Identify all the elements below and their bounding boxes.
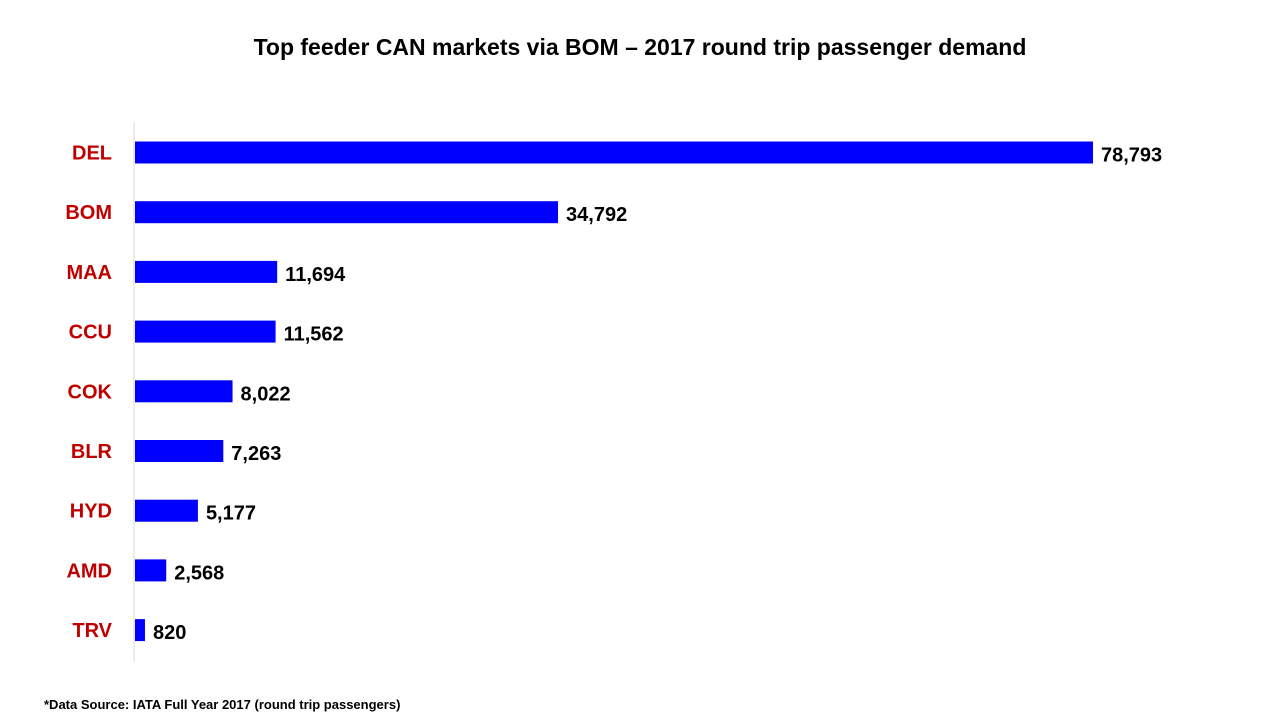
bar-trv <box>135 619 145 642</box>
bar-maa <box>135 260 278 283</box>
value-label-trv: 820 <box>153 622 186 644</box>
value-label-del: 78,793 <box>1101 145 1162 167</box>
value-label-cok: 8,022 <box>241 383 291 405</box>
bar-amd <box>135 559 167 582</box>
bar-blr <box>135 440 224 462</box>
chart-title: Top feeder CAN markets via BOM – 2017 ro… <box>253 34 1027 60</box>
category-label-cok: COK <box>68 381 113 403</box>
value-label-blr: 7,263 <box>231 443 281 465</box>
value-label-hyd: 5,177 <box>206 503 256 525</box>
category-label-del: DEL <box>72 143 112 165</box>
bar-cok <box>135 380 233 403</box>
category-label-blr: BLR <box>71 441 113 463</box>
value-label-bom: 34,792 <box>566 204 627 226</box>
bar-ccu <box>135 320 276 343</box>
value-label-maa: 11,694 <box>285 264 346 286</box>
category-label-amd: AMD <box>66 560 112 582</box>
bar-hyd <box>135 499 198 522</box>
data-source-footnote: *Data Source: IATA Full Year 2017 (round… <box>44 697 401 712</box>
category-label-trv: TRV <box>72 620 112 642</box>
category-label-bom: BOM <box>65 202 112 224</box>
category-label-ccu: CCU <box>69 322 112 344</box>
bar-bom <box>135 201 559 224</box>
bar-del <box>135 141 1093 164</box>
value-label-amd: 2,568 <box>174 562 224 584</box>
value-label-ccu: 11,562 <box>284 324 344 346</box>
category-label-maa: MAA <box>66 262 112 284</box>
category-label-hyd: HYD <box>70 501 112 523</box>
